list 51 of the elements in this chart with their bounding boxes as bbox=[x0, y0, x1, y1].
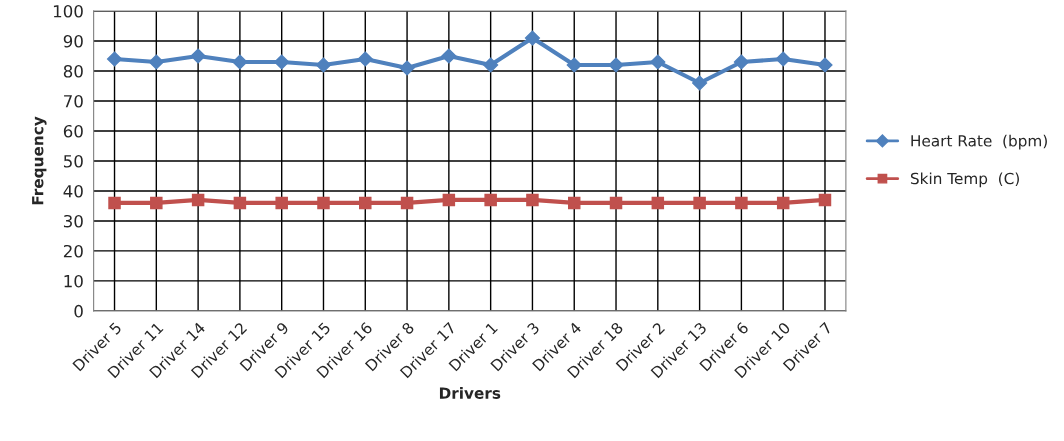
point bbox=[693, 196, 706, 210]
point bbox=[818, 193, 832, 207]
point bbox=[524, 30, 541, 46]
point bbox=[651, 196, 665, 210]
point bbox=[399, 60, 415, 76]
point bbox=[609, 196, 623, 210]
point bbox=[567, 196, 581, 210]
y-tick-label: 50 bbox=[63, 154, 83, 168]
point bbox=[148, 54, 164, 70]
y-tick-label: 60 bbox=[63, 124, 83, 138]
point bbox=[359, 196, 372, 210]
legend-label: Skin Temp (C) bbox=[910, 172, 1019, 188]
point bbox=[608, 57, 624, 73]
point bbox=[317, 196, 330, 210]
point bbox=[817, 57, 833, 73]
y-tick-label: 40 bbox=[63, 184, 83, 198]
point bbox=[233, 196, 247, 210]
y-tick-label: 100 bbox=[53, 4, 83, 18]
point bbox=[566, 57, 582, 73]
y-tick-label: 0 bbox=[74, 304, 83, 318]
point bbox=[106, 51, 123, 67]
point bbox=[315, 57, 332, 73]
point bbox=[275, 196, 288, 210]
point bbox=[735, 196, 748, 210]
point bbox=[692, 75, 708, 91]
legend-label: Heart Rate (bpm) bbox=[911, 134, 1047, 150]
point bbox=[150, 196, 163, 210]
point bbox=[232, 54, 248, 70]
x-axis-title: Drivers bbox=[439, 387, 501, 399]
y-tick-label: 10 bbox=[64, 274, 83, 288]
point bbox=[776, 196, 790, 210]
point bbox=[357, 51, 373, 67]
y-tick-label: 20 bbox=[63, 244, 83, 258]
point bbox=[400, 196, 414, 210]
point bbox=[191, 193, 205, 207]
point bbox=[775, 51, 791, 67]
y-tick-label: 80 bbox=[63, 64, 83, 78]
point bbox=[274, 54, 290, 70]
y-tick-label: 70 bbox=[64, 94, 83, 108]
point bbox=[441, 48, 457, 64]
point bbox=[484, 193, 497, 207]
point bbox=[733, 54, 749, 70]
y-axis-title: Frequency bbox=[32, 116, 47, 205]
point bbox=[483, 57, 499, 73]
y-tick-label: 30 bbox=[63, 214, 83, 228]
point bbox=[526, 193, 539, 207]
point bbox=[190, 48, 206, 64]
point bbox=[442, 193, 456, 207]
y-tick-label: 90 bbox=[63, 34, 83, 48]
point bbox=[650, 54, 666, 70]
point bbox=[108, 196, 121, 210]
